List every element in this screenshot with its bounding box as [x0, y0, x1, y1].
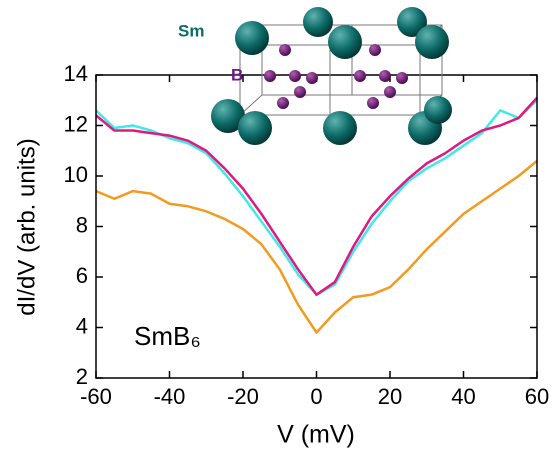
x-tick-label: -20: [227, 384, 259, 409]
x-tick-label: 60: [525, 384, 549, 409]
x-tick-label: 0: [310, 384, 322, 409]
data-line: [95, 99, 538, 296]
y-tick-label: 2: [76, 364, 88, 389]
y-tick-label: 8: [76, 212, 88, 237]
x-tick-label: -60: [80, 384, 112, 409]
atom-label: B: [231, 65, 243, 84]
sample-label: SmB₆: [134, 321, 201, 351]
y-tick-label: 6: [76, 263, 88, 288]
y-tick-label: 4: [76, 313, 88, 338]
y-tick-label: 12: [64, 111, 88, 136]
atom-label: Sm: [178, 21, 204, 40]
x-tick-label: 20: [378, 384, 402, 409]
data-line: [95, 159, 538, 334]
x-axis-label: V (mV): [277, 421, 355, 449]
y-tick-label: 14: [64, 61, 88, 86]
y-axis-label: dI/dV (arb. units): [13, 138, 40, 315]
x-tick-label: -40: [154, 384, 186, 409]
data-line: [95, 96, 538, 296]
crystal-inset: [211, 7, 452, 145]
x-tick-label: 40: [451, 384, 475, 409]
y-tick-label: 10: [64, 162, 88, 187]
